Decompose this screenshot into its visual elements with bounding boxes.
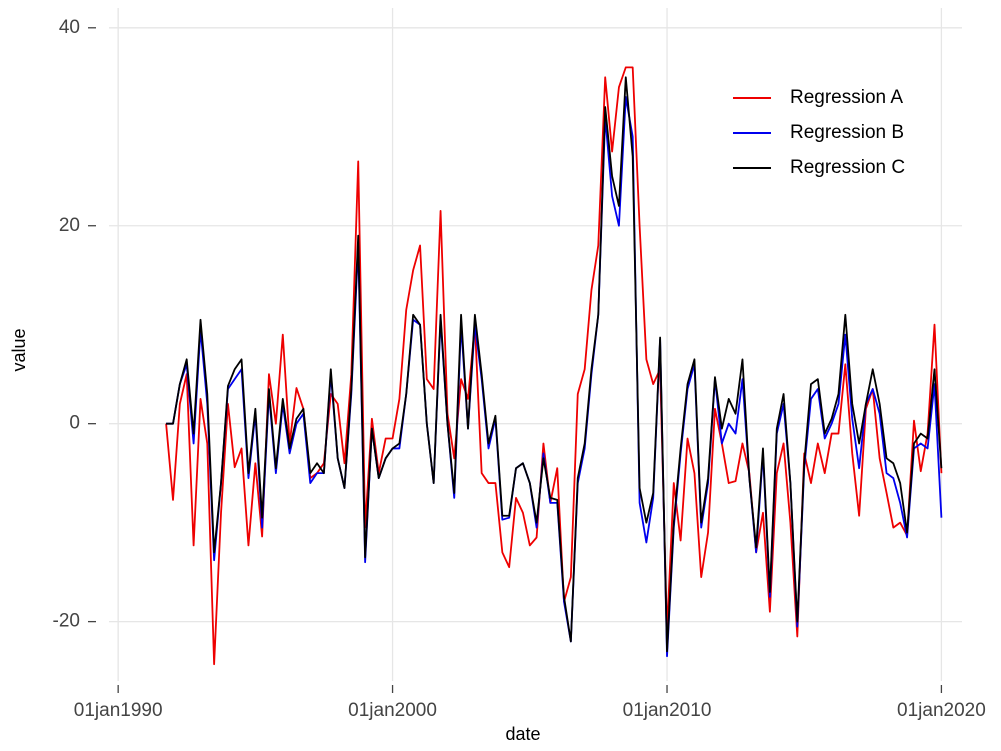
y-axis-title: value [9,328,29,371]
legend-label: Regression B [790,122,904,143]
x-tick-label: 01jan2010 [623,700,712,721]
x-tick-label: 01jan2000 [348,700,437,721]
x-tick-label: 01jan2020 [897,700,986,721]
y-tick-label: -20 [53,611,80,632]
x-tick-label: 01jan1990 [74,700,163,721]
x-axis-title: date [505,724,540,744]
y-tick-label: 40 [59,17,80,38]
data-line [166,76,943,653]
legend-label: Regression A [790,87,903,108]
y-tick-label: 20 [59,215,80,236]
y-tick-label: 0 [69,413,80,434]
data-line [165,66,943,666]
legend-label: Regression C [790,157,905,178]
data-line [166,96,943,658]
